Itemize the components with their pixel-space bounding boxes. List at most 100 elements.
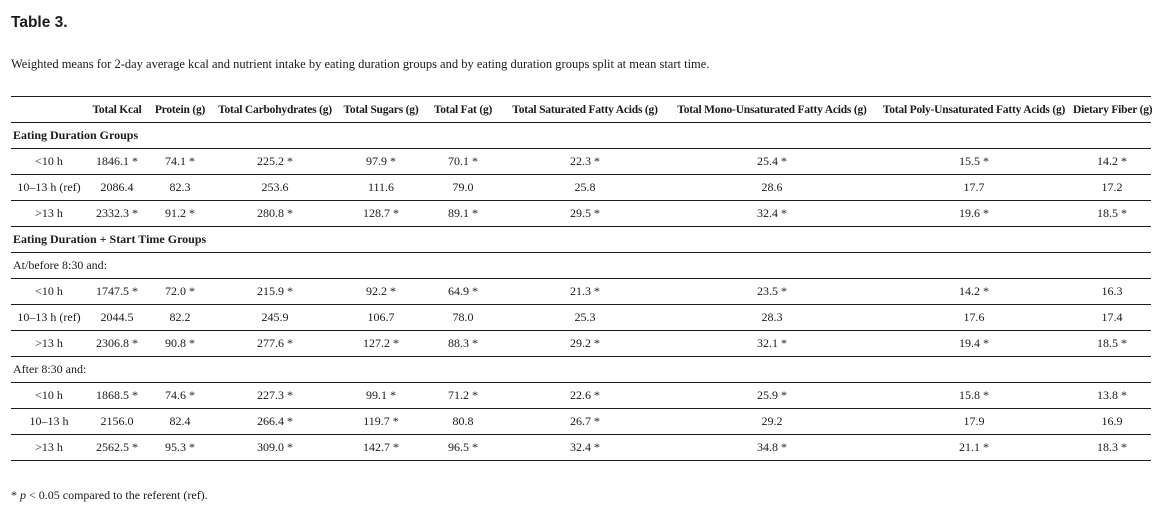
- value-cell: 25.4 *: [669, 148, 875, 175]
- value-cell: 17.9: [875, 408, 1073, 435]
- value-cell: 2044.5: [87, 304, 147, 331]
- value-cell: 92.2 *: [337, 278, 425, 305]
- value-cell: 14.2 *: [875, 278, 1073, 305]
- value-cell: 1747.5 *: [87, 278, 147, 305]
- value-cell: 64.9 *: [425, 278, 501, 305]
- data-row: <10 h 1846.1 * 74.1 * 225.2 * 97.9 * 70.1 * 22…: [11, 148, 1151, 175]
- nutrient-intake-table: Total Kcal Protein (g) Total Carbohydrates…: [11, 96, 1153, 461]
- value-cell: 127.2 *: [337, 330, 425, 357]
- value-cell: 95.3 *: [147, 434, 213, 461]
- value-cell: 17.6: [875, 304, 1073, 331]
- subsection-header: After 8:30 and:: [11, 356, 1151, 383]
- value-cell: 22.3 *: [501, 148, 669, 175]
- row-label-cell: >13 h: [11, 200, 87, 227]
- value-cell: 34.8 *: [669, 434, 875, 461]
- value-cell: 21.1 *: [875, 434, 1073, 461]
- value-cell: 227.3 *: [213, 382, 337, 409]
- column-header: Total Mono-Unsaturated Fatty Acids (g): [669, 96, 875, 123]
- value-cell: 2156.0: [87, 408, 147, 435]
- value-cell: 90.8 *: [147, 330, 213, 357]
- value-cell: 2332.3 *: [87, 200, 147, 227]
- data-row: <10 h 1868.5 * 74.6 * 227.3 * 99.1 * 71.2 * 22…: [11, 382, 1151, 409]
- value-cell: 215.9 *: [213, 278, 337, 305]
- value-cell: 21.3 *: [501, 278, 669, 305]
- value-cell: 111.6: [337, 174, 425, 201]
- value-cell: 23.5 *: [669, 278, 875, 305]
- value-cell: 71.2 *: [425, 382, 501, 409]
- value-cell: 25.3: [501, 304, 669, 331]
- row-label-cell: 10–13 h (ref): [11, 304, 87, 331]
- row-label-cell: <10 h: [11, 382, 87, 409]
- table-caption: Weighted means for 2-day average kcal an…: [11, 57, 710, 71]
- header-row: Total Kcal Protein (g) Total Carbohydrates…: [11, 96, 1153, 123]
- column-header: Protein (g): [147, 96, 213, 123]
- value-cell: 13.8 *: [1073, 382, 1151, 409]
- value-cell: 89.1 *: [425, 200, 501, 227]
- value-cell: 17.4: [1073, 304, 1151, 331]
- value-cell: 245.9: [213, 304, 337, 331]
- value-cell: 19.6 *: [875, 200, 1073, 227]
- value-cell: 2562.5 *: [87, 434, 147, 461]
- value-cell: 82.2: [147, 304, 213, 331]
- value-cell: 18.5 *: [1073, 200, 1151, 227]
- value-cell: 29.2 *: [501, 330, 669, 357]
- value-cell: 19.4 *: [875, 330, 1073, 357]
- value-cell: 99.1 *: [337, 382, 425, 409]
- table-body: Eating Duration Groups <10 h 1846.1 * 74.1 …: [11, 122, 1151, 461]
- row-label-cell: >13 h: [11, 330, 87, 357]
- value-cell: 2306.8 *: [87, 330, 147, 357]
- column-header: Total Fat (g): [425, 96, 501, 123]
- column-header: Dietary Fiber (g): [1073, 96, 1153, 123]
- value-cell: 88.3 *: [425, 330, 501, 357]
- value-cell: 1846.1 *: [87, 148, 147, 175]
- row-label-cell: <10 h: [11, 278, 87, 305]
- subsection-header-row: After 8:30 and:: [11, 356, 1151, 383]
- value-cell: 2086.4: [87, 174, 147, 201]
- value-cell: 72.0 *: [147, 278, 213, 305]
- value-cell: 78.0: [425, 304, 501, 331]
- value-cell: 26.7 *: [501, 408, 669, 435]
- value-cell: 25.8: [501, 174, 669, 201]
- value-cell: 106.7: [337, 304, 425, 331]
- data-row: 10–13 h 2156.0 82.4 266.4 * 119.7 * 80.8 26.7 …: [11, 408, 1151, 435]
- value-cell: 97.9 *: [337, 148, 425, 175]
- footnote-marker: *: [11, 488, 20, 502]
- data-row: <10 h 1747.5 * 72.0 * 215.9 * 92.2 * 64.9 * 21…: [11, 278, 1151, 305]
- section-header: Eating Duration + Start Time Groups: [11, 226, 1151, 253]
- value-cell: 225.2 *: [213, 148, 337, 175]
- value-cell: 28.3: [669, 304, 875, 331]
- value-cell: 29.5 *: [501, 200, 669, 227]
- value-cell: 266.4 *: [213, 408, 337, 435]
- value-cell: 14.2 *: [1073, 148, 1151, 175]
- table-title: Table 3.: [11, 14, 68, 31]
- data-row: >13 h 2562.5 * 95.3 * 309.0 * 142.7 * 96.5 * 3…: [11, 434, 1151, 461]
- footnote: * p < 0.05 compared to the referent (ref…: [11, 488, 1151, 502]
- column-header: Total Carbohydrates (g): [213, 96, 337, 123]
- section-header: Eating Duration Groups: [11, 122, 1151, 149]
- value-cell: 15.8 *: [875, 382, 1073, 409]
- value-cell: 74.1 *: [147, 148, 213, 175]
- value-cell: 119.7 *: [337, 408, 425, 435]
- footnote-text: < 0.05 compared to the referent (ref).: [26, 488, 208, 502]
- value-cell: 18.5 *: [1073, 330, 1151, 357]
- value-cell: 28.6: [669, 174, 875, 201]
- row-label-column-header: [11, 96, 87, 123]
- value-cell: 277.6 *: [213, 330, 337, 357]
- value-cell: 82.4: [147, 408, 213, 435]
- value-cell: 1868.5 *: [87, 382, 147, 409]
- data-row: >13 h 2306.8 * 90.8 * 277.6 * 127.2 * 88.3 * 2…: [11, 330, 1151, 357]
- section-header-row: Eating Duration Groups: [11, 122, 1151, 149]
- data-row: >13 h 2332.3 * 91.2 * 280.8 * 128.7 * 89.1 * 2…: [11, 200, 1151, 227]
- value-cell: 22.6 *: [501, 382, 669, 409]
- value-cell: 29.2: [669, 408, 875, 435]
- value-cell: 15.5 *: [875, 148, 1073, 175]
- value-cell: 253.6: [213, 174, 337, 201]
- value-cell: 128.7 *: [337, 200, 425, 227]
- value-cell: 32.4 *: [669, 200, 875, 227]
- section-header-row: Eating Duration + Start Time Groups: [11, 226, 1151, 253]
- row-label-cell: 10–13 h: [11, 408, 87, 435]
- value-cell: 16.3: [1073, 278, 1151, 305]
- subsection-header-row: At/before 8:30 and:: [11, 252, 1151, 279]
- value-cell: 80.8: [425, 408, 501, 435]
- value-cell: 79.0: [425, 174, 501, 201]
